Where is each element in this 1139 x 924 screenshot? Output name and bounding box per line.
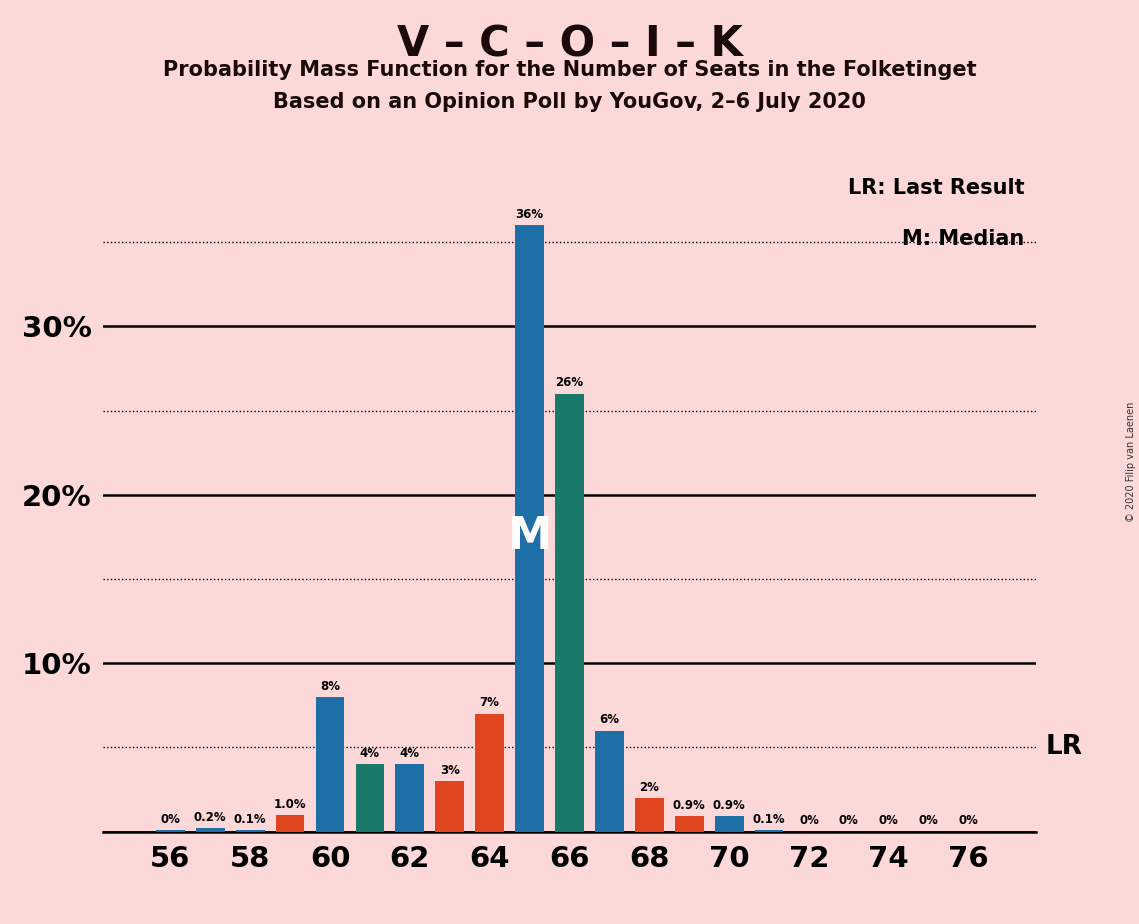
Bar xyxy=(395,764,424,832)
Bar xyxy=(555,394,584,832)
Bar xyxy=(236,830,264,832)
Text: 1.0%: 1.0% xyxy=(273,797,306,810)
Text: 2%: 2% xyxy=(639,781,659,794)
Bar xyxy=(515,225,544,832)
Text: 4%: 4% xyxy=(360,747,380,760)
Text: 3%: 3% xyxy=(440,764,460,777)
Text: 36%: 36% xyxy=(516,208,543,221)
Bar xyxy=(755,830,784,832)
Text: 26%: 26% xyxy=(556,376,583,390)
Bar xyxy=(675,817,704,832)
Text: © 2020 Filip van Laenen: © 2020 Filip van Laenen xyxy=(1126,402,1136,522)
Text: 0%: 0% xyxy=(959,814,978,827)
Text: 0%: 0% xyxy=(879,814,899,827)
Text: 7%: 7% xyxy=(480,697,500,710)
Text: M: M xyxy=(507,516,551,558)
Text: M: Median: M: Median xyxy=(902,228,1024,249)
Bar xyxy=(475,713,505,832)
Bar xyxy=(316,697,344,832)
Bar xyxy=(196,828,224,832)
Text: 0.1%: 0.1% xyxy=(233,813,267,826)
Text: 6%: 6% xyxy=(599,713,620,726)
Text: 0.2%: 0.2% xyxy=(194,811,227,824)
Text: 0%: 0% xyxy=(800,814,819,827)
Text: 8%: 8% xyxy=(320,680,341,693)
Text: 4%: 4% xyxy=(400,747,420,760)
Bar xyxy=(595,731,624,832)
Text: 0%: 0% xyxy=(161,813,180,826)
Bar xyxy=(435,781,464,832)
Text: 0.1%: 0.1% xyxy=(753,813,786,826)
Text: V – C – O – I – K: V – C – O – I – K xyxy=(396,23,743,65)
Bar xyxy=(355,764,384,832)
Text: 0.9%: 0.9% xyxy=(713,799,746,812)
Text: LR: Last Result: LR: Last Result xyxy=(847,178,1024,198)
Text: Probability Mass Function for the Number of Seats in the Folketinget: Probability Mass Function for the Number… xyxy=(163,60,976,80)
Bar xyxy=(634,798,664,832)
Bar xyxy=(276,815,304,832)
Bar xyxy=(715,817,744,832)
Text: Based on an Opinion Poll by YouGov, 2–6 July 2020: Based on an Opinion Poll by YouGov, 2–6 … xyxy=(273,92,866,113)
Text: 0%: 0% xyxy=(919,814,939,827)
Text: LR: LR xyxy=(1046,735,1083,760)
Text: 0.9%: 0.9% xyxy=(673,799,706,812)
Text: 0%: 0% xyxy=(839,814,859,827)
Bar xyxy=(156,830,185,832)
